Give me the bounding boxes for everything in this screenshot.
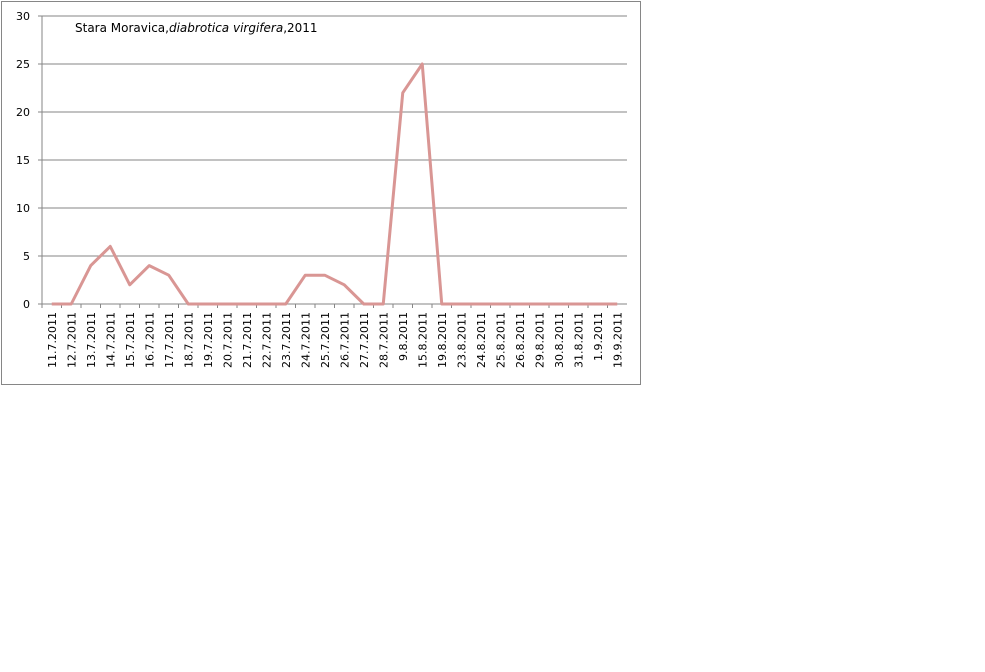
x-tick-label: 19.7.2011 (202, 312, 215, 368)
title-part: ,2011 (283, 21, 317, 35)
y-tick-label: 20 (16, 106, 30, 119)
x-tick-label: 9.8.2011 (397, 312, 410, 361)
x-tick-label: 23.8.2011 (455, 312, 468, 368)
chart-title: Stara Moravica,diabrotica virgifera,2011 (75, 21, 318, 35)
x-tick-label: 30.8.2011 (553, 312, 566, 368)
x-tick-label: 18.7.2011 (182, 312, 195, 368)
title-part: Stara Moravica, (75, 21, 169, 35)
x-tick-label: 22.7.2011 (260, 312, 273, 368)
y-tick-label: 10 (16, 202, 30, 215)
x-tick-label: 11.7.2011 (46, 312, 59, 368)
x-tick-label: 20.7.2011 (221, 312, 234, 368)
y-tick-label: 30 (16, 10, 30, 23)
x-tick-label: 26.8.2011 (514, 312, 527, 368)
x-tick-label: 14.7.2011 (104, 312, 117, 368)
x-tick-label: 16.7.2011 (143, 312, 156, 368)
x-tick-label: 15.8.2011 (416, 312, 429, 368)
y-tick-label: 5 (23, 250, 30, 263)
y-tick-label: 25 (16, 58, 30, 71)
x-tick-label: 24.7.2011 (299, 312, 312, 368)
x-tick-label: 25.8.2011 (494, 312, 507, 368)
y-tick-label: 15 (16, 154, 30, 167)
x-tick-label: 19.9.2011 (611, 312, 624, 368)
x-tick-label: 17.7.2011 (163, 312, 176, 368)
y-tick-label: 0 (23, 298, 30, 311)
x-tick-label: 21.7.2011 (241, 312, 254, 368)
chart-frame (1, 1, 641, 385)
x-tick-label: 25.7.2011 (319, 312, 332, 368)
x-tick-label: 15.7.2011 (124, 312, 137, 368)
x-tick-label: 1.9.2011 (592, 312, 605, 361)
x-tick-label: 13.7.2011 (85, 312, 98, 368)
x-tick-label: 23.7.2011 (280, 312, 293, 368)
title-part: diabrotica virgifera (169, 21, 283, 35)
x-tick-label: 28.7.2011 (377, 312, 390, 368)
x-tick-label: 24.8.2011 (475, 312, 488, 368)
data-line (51, 62, 618, 306)
x-tick-label: 12.7.2011 (65, 312, 78, 368)
x-tick-label: 31.8.2011 (572, 312, 585, 368)
x-tick-label: 27.7.2011 (358, 312, 371, 368)
x-tick-label: 19.8.2011 (436, 312, 449, 368)
x-tick-label: 29.8.2011 (533, 312, 546, 368)
x-tick-label: 26.7.2011 (338, 312, 351, 368)
